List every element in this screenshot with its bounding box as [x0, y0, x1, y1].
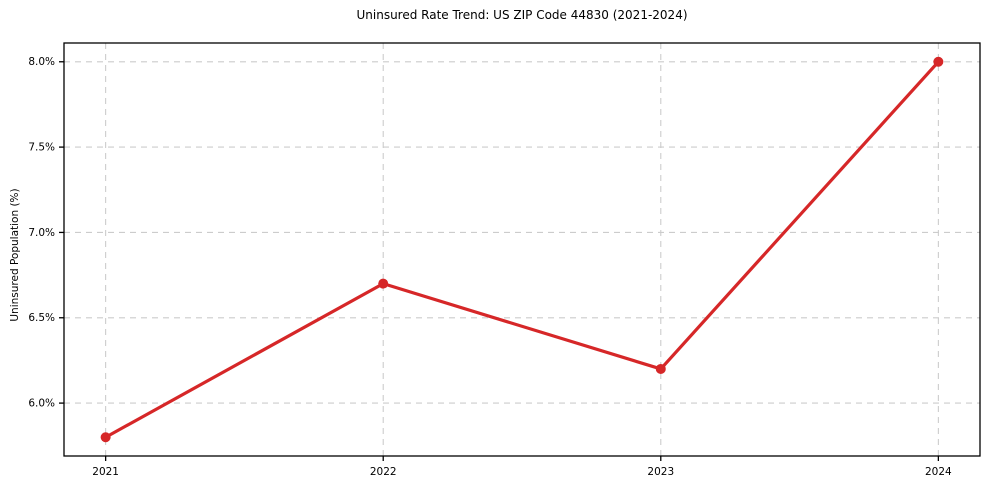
y-tick-label: 7.0% — [28, 227, 55, 239]
y-tick-label: 6.0% — [28, 398, 55, 410]
y-tick-label: 8.0% — [28, 56, 55, 68]
x-tick-label: 2021 — [92, 466, 119, 478]
data-point-marker — [933, 56, 944, 67]
trend-line — [104, 60, 940, 439]
x-tick-label: 2024 — [925, 466, 952, 478]
x-tick-label: 2022 — [370, 466, 397, 478]
plot-border — [63, 42, 981, 457]
data-point-marker — [378, 278, 389, 289]
y-tick-label: 6.5% — [28, 312, 55, 324]
plot-background — [64, 43, 980, 456]
y-tick-label: 7.5% — [28, 142, 55, 154]
x-tick-label: 2023 — [647, 466, 674, 478]
chart-title: Uninsured Rate Trend: US ZIP Code 44830 … — [356, 8, 688, 22]
data-point-marker — [100, 432, 111, 443]
data-point-marker — [655, 363, 666, 374]
